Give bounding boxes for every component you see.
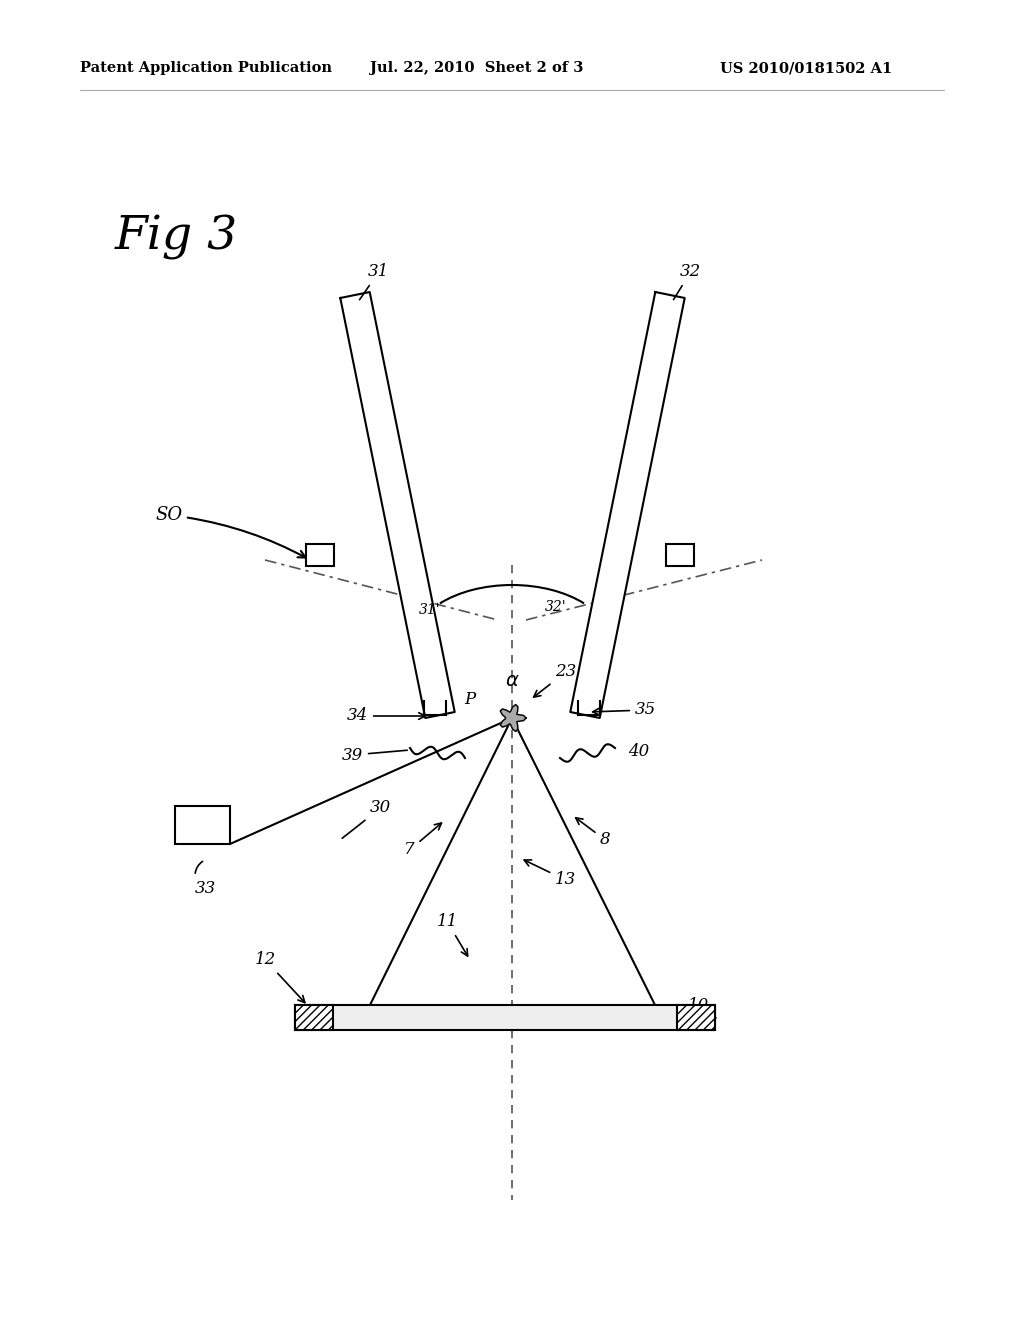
Bar — [306, 544, 334, 566]
Text: SO: SO — [155, 506, 305, 557]
Text: 32: 32 — [674, 264, 701, 300]
Text: 7: 7 — [404, 822, 441, 858]
Bar — [295, 1005, 715, 1030]
Text: 12: 12 — [255, 952, 305, 1003]
Text: US 2010/0181502 A1: US 2010/0181502 A1 — [720, 61, 892, 75]
Bar — [666, 544, 694, 566]
Text: 13: 13 — [524, 859, 577, 888]
Text: 32': 32' — [545, 601, 566, 614]
Bar — [677, 1005, 715, 1030]
Text: Fig 3: Fig 3 — [115, 215, 239, 260]
Text: 40: 40 — [628, 743, 649, 760]
Text: 8: 8 — [575, 818, 610, 849]
Polygon shape — [570, 292, 685, 718]
Text: 11: 11 — [437, 913, 468, 956]
Text: 31: 31 — [359, 264, 389, 300]
Polygon shape — [501, 705, 526, 731]
Text: 34: 34 — [347, 708, 425, 725]
Bar — [295, 1005, 333, 1030]
Text: 39: 39 — [342, 747, 408, 763]
Bar — [175, 807, 230, 843]
Text: P: P — [464, 692, 475, 709]
Polygon shape — [340, 292, 455, 718]
Text: 33: 33 — [195, 880, 216, 898]
Text: 30: 30 — [342, 800, 391, 838]
Text: 10: 10 — [688, 997, 716, 1018]
Text: 35: 35 — [593, 701, 656, 718]
Text: 23: 23 — [534, 664, 577, 697]
Text: Patent Application Publication: Patent Application Publication — [80, 61, 332, 75]
Text: Jul. 22, 2010  Sheet 2 of 3: Jul. 22, 2010 Sheet 2 of 3 — [370, 61, 584, 75]
Text: 31': 31' — [419, 603, 440, 616]
Text: $\alpha$: $\alpha$ — [505, 672, 519, 690]
